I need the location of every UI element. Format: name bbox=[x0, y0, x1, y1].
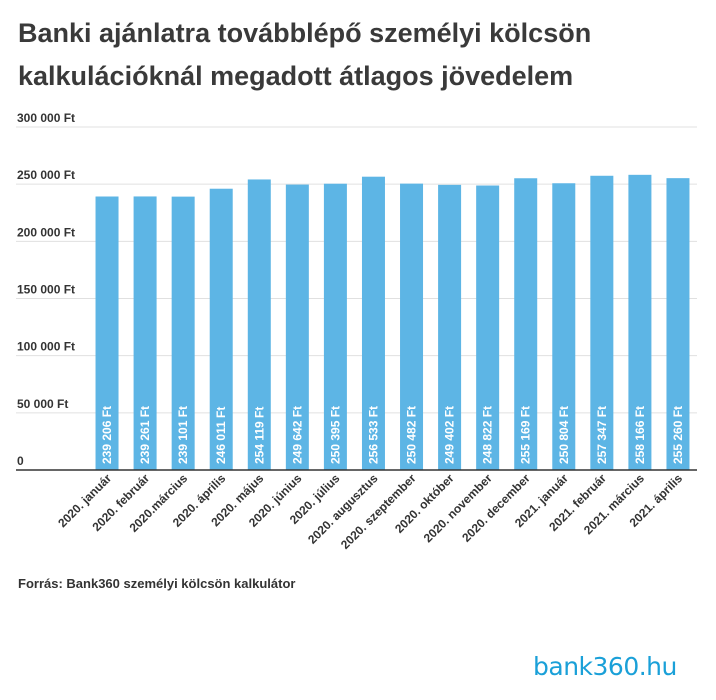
bar bbox=[285, 184, 309, 470]
chart-title: Banki ajánlatra továbblépő személyi kölc… bbox=[18, 18, 592, 91]
bar bbox=[666, 178, 690, 470]
y-axis-tick-labels: 0 50 000 Ft 100 000 Ft 150 000 Ft 200 000 Ft… bbox=[17, 111, 75, 468]
bar-value-label: 250 804 Ft bbox=[557, 406, 571, 464]
bar-value-label: 249 402 Ft bbox=[443, 406, 457, 464]
bar-value-label: 255 169 Ft bbox=[519, 406, 533, 464]
bar-value-label: 250 395 Ft bbox=[328, 406, 342, 464]
bar-value-label: 248 822 Ft bbox=[481, 406, 495, 464]
bar-value-label: 254 119 Ft bbox=[252, 407, 266, 464]
y-tick-label: 0 bbox=[17, 454, 24, 468]
bar bbox=[95, 196, 119, 470]
bar-value-label: 256 533 Ft bbox=[366, 406, 380, 464]
bar-value-label: 239 101 Ft bbox=[176, 406, 190, 464]
bar-value-label: 258 166 Ft bbox=[633, 406, 647, 464]
bar bbox=[552, 183, 576, 470]
bar-value-label: 249 642 Ft bbox=[290, 406, 304, 464]
gridlines bbox=[16, 126, 697, 414]
bar bbox=[209, 188, 233, 470]
y-tick-label: 200 000 Ft bbox=[17, 225, 75, 239]
y-tick-label: 250 000 Ft bbox=[17, 168, 75, 182]
x-tick-label: 2020. augusztus bbox=[305, 471, 381, 547]
y-tick-label: 300 000 Ft bbox=[17, 111, 75, 125]
x-tick-label: 2020. december bbox=[459, 471, 533, 545]
bar-value-label: 250 482 Ft bbox=[405, 406, 419, 464]
bar-value-label: 246 011 Ft bbox=[214, 407, 228, 464]
bar-value-label: 255 260 Ft bbox=[671, 406, 685, 464]
y-tick-label: 150 000 Ft bbox=[17, 283, 75, 297]
bar bbox=[361, 176, 385, 470]
bar bbox=[476, 185, 500, 470]
bar bbox=[590, 175, 614, 470]
bar bbox=[323, 183, 347, 470]
bar-value-label: 257 347 Ft bbox=[595, 406, 609, 464]
bar bbox=[400, 183, 424, 470]
y-tick-label: 50 000 Ft bbox=[17, 397, 68, 411]
source-note: Forrás: Bank360 személyi kölcsön kalkulá… bbox=[18, 576, 296, 591]
bar bbox=[438, 184, 462, 470]
x-tick-label: 2020. november bbox=[421, 471, 495, 545]
bar-value-label: 239 206 Ft bbox=[100, 406, 114, 464]
bar-value-labels: 239 206 Ft 239 261 Ft 239 101 Ft 246 011 Ft… bbox=[100, 406, 685, 464]
bar bbox=[247, 179, 271, 470]
bar bbox=[171, 196, 195, 470]
bars bbox=[95, 174, 690, 470]
bar bbox=[628, 174, 652, 470]
bank360-logo: bank360.hu bbox=[533, 652, 677, 681]
y-tick-label: 100 000 Ft bbox=[17, 340, 75, 354]
bar-chart: 0 50 000 Ft 100 000 Ft 150 000 Ft 200 000 Ft… bbox=[16, 111, 697, 552]
bar bbox=[514, 178, 538, 470]
bar bbox=[133, 196, 157, 470]
bar-value-label: 239 261 Ft bbox=[138, 406, 152, 464]
